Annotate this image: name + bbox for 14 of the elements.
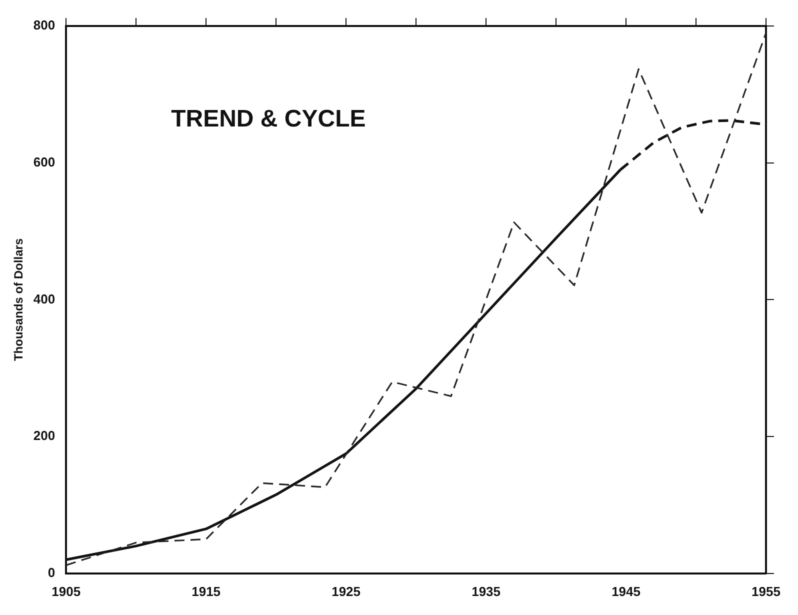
text: TREND & CYCLE xyxy=(171,106,366,133)
x-tick-label: 1915 xyxy=(192,584,221,599)
x-tick-label: 1925 xyxy=(332,584,361,599)
y-tick-label: 200 xyxy=(33,428,56,444)
x-tick-label: 1955 xyxy=(752,584,780,599)
y-tick-label: 600 xyxy=(33,154,56,170)
line-series xyxy=(66,32,766,566)
x-tick-label: 1905 xyxy=(52,584,81,599)
y-axis-title: Thousands of Dollars xyxy=(12,238,26,362)
y-tick-label: 0 xyxy=(48,564,56,580)
x-tick-label: 1935 xyxy=(472,584,500,599)
y-tick-label: 400 xyxy=(33,291,56,306)
x-tick-label: 1945 xyxy=(612,584,640,599)
y-tick-label: 800 xyxy=(33,18,56,33)
